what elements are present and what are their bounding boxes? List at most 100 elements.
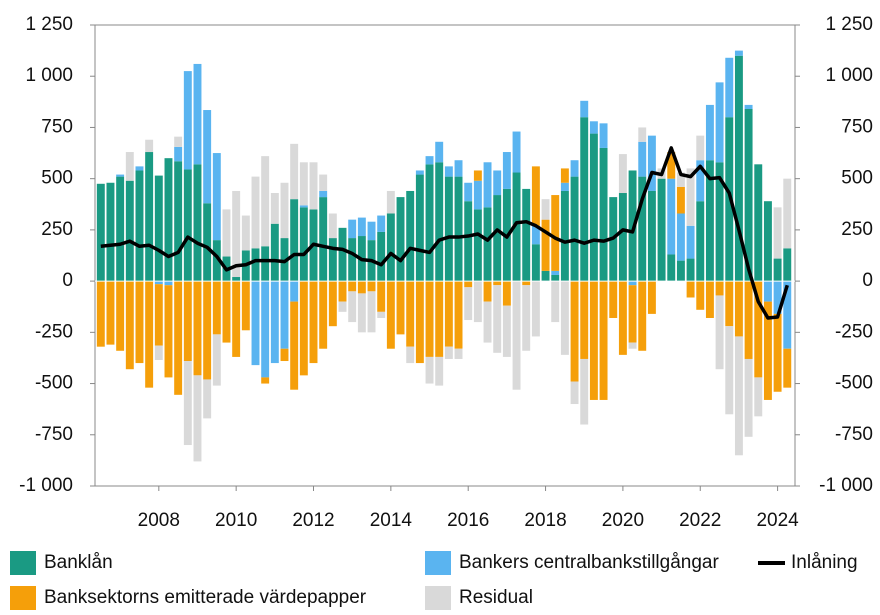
bar-segment <box>348 219 357 239</box>
bar-segment <box>212 281 221 335</box>
bar-segment <box>696 201 705 282</box>
bar-segment <box>522 188 531 282</box>
bar-segment <box>493 285 502 353</box>
bar-segment <box>473 281 482 323</box>
bar-segment <box>676 260 685 282</box>
bar-segment <box>531 244 540 282</box>
bar-segment <box>551 195 560 271</box>
bar-segment <box>415 174 424 282</box>
bar-segment <box>686 168 695 226</box>
bar-segment <box>763 301 772 400</box>
bar-segment <box>444 281 453 347</box>
bar-segment <box>386 190 395 214</box>
bar-segment <box>270 281 279 364</box>
bar-segment <box>425 156 434 165</box>
bar-segment <box>493 170 502 196</box>
bar-segment <box>338 227 347 282</box>
bar-segment <box>464 201 473 282</box>
bar-segment <box>164 285 173 378</box>
bar-segment <box>280 348 289 362</box>
bar-segment <box>783 281 792 349</box>
bar-segment <box>319 174 328 191</box>
bar-segment <box>609 281 618 318</box>
bar-segment <box>705 104 714 161</box>
bar-segment <box>773 258 782 282</box>
bar-segment <box>444 346 453 359</box>
bar-segment <box>638 127 647 142</box>
bar-segment <box>348 281 357 292</box>
bar-segment <box>367 291 376 333</box>
bar-segment <box>251 248 260 282</box>
bar-segment <box>135 170 144 282</box>
bar-segment <box>570 160 579 177</box>
bar-segment <box>125 180 134 282</box>
bar-segment <box>290 301 299 390</box>
bar-segment <box>328 238 337 282</box>
bar-segment <box>483 281 492 302</box>
bar-segment <box>251 176 260 249</box>
bar-segment <box>377 281 386 312</box>
bar-segment <box>232 281 241 357</box>
y-tick-label: 0 <box>62 270 73 291</box>
y2-tick-label: 250 <box>841 219 873 240</box>
bar-segment <box>174 146 183 162</box>
bar-segment <box>270 193 279 224</box>
bar-segment <box>251 281 260 366</box>
bar-segment <box>232 190 241 278</box>
bar-segment <box>483 301 492 343</box>
legend-label: Banklån <box>44 552 113 573</box>
bar-segment <box>212 153 221 241</box>
bar-segment <box>193 281 202 376</box>
bar-segment <box>203 379 212 419</box>
bar-segment <box>580 358 589 425</box>
bar-segment <box>212 334 221 386</box>
bar-segment <box>705 281 714 318</box>
bar-segment <box>638 281 647 351</box>
y-tick-label: 500 <box>41 168 73 189</box>
bar-segment <box>106 182 115 282</box>
bar-segment <box>676 172 685 187</box>
bar-segment <box>357 217 366 237</box>
legend-swatch <box>425 586 451 610</box>
bar-segment <box>483 207 492 282</box>
bar-segment <box>299 205 308 208</box>
bar-segment <box>541 270 550 282</box>
legend-label: Residual <box>459 587 533 608</box>
bar-segment <box>232 277 241 282</box>
bar-segment <box>599 147 608 282</box>
bar-segment <box>299 281 308 376</box>
bar-segment <box>754 164 763 282</box>
bar-segment <box>348 238 357 282</box>
bar-segment <box>502 305 511 357</box>
bar-segment <box>406 190 415 282</box>
legend-label: Inlåning <box>791 552 858 573</box>
bar-segment <box>647 190 656 282</box>
bar-segment <box>589 281 598 400</box>
bar-segment <box>319 190 328 198</box>
bar-segment <box>667 178 676 255</box>
bar-segment <box>454 348 463 359</box>
bar-segment <box>386 281 395 349</box>
bar-segment <box>734 336 743 456</box>
bar-segment <box>734 50 743 56</box>
bar-segment <box>696 135 705 161</box>
bar-segment <box>628 342 637 349</box>
bar-segment <box>154 175 163 282</box>
bar-segment <box>96 183 105 282</box>
bar-segment <box>754 377 763 417</box>
bar-segment <box>783 178 792 249</box>
y-tick-label: 750 <box>41 116 73 137</box>
bar-segment <box>386 213 395 282</box>
bar-segment <box>551 270 560 275</box>
x-tick-label: 2020 <box>602 510 644 531</box>
bar-segment <box>261 246 270 282</box>
bar-segment <box>512 172 521 282</box>
bar-segment <box>241 281 250 331</box>
y2-tick-label: 1 000 <box>825 65 873 86</box>
bar-segment <box>328 281 337 327</box>
y-tick-label: -750 <box>35 424 73 445</box>
bar-segment <box>754 281 763 378</box>
bar-segment <box>425 281 434 357</box>
bar-segment <box>96 281 105 347</box>
